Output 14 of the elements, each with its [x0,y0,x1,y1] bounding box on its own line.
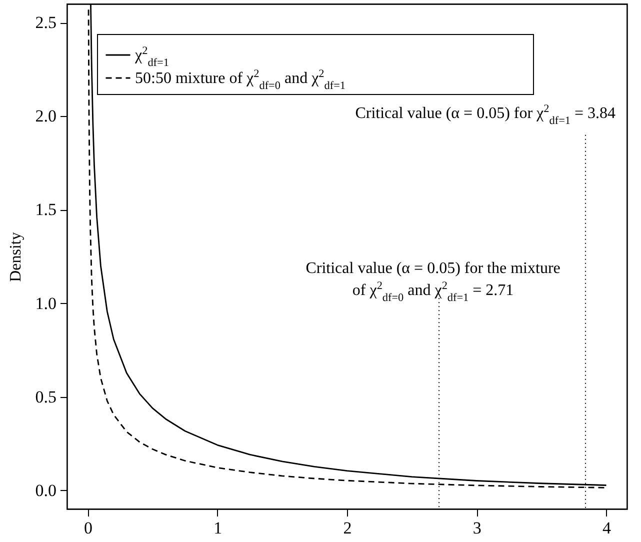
y-tick-label: 2.5 [35,13,56,32]
x-tick-label: 4 [602,518,612,538]
x-tick-label: 1 [214,518,222,538]
y-tick-label: 0.0 [35,480,56,500]
y-tick-label: 1.5 [35,200,56,220]
annotation: Critical value (α = 0.05) for χ$^{2}$$_{df=1}$ = 3.84 [355,102,616,127]
y-tick-label: 0.5 [35,387,56,406]
x-tick-label: 2 [343,518,352,538]
y-tick-label: 1.0 [35,294,56,313]
x-tick-label: 0 [84,518,92,538]
y-tick-label: 2.0 [35,106,56,126]
annotation: Critical value (α = 0.05) for the mixture of χ$^{2}$$_{df=0}$ and χ$^{2}$$_{df=1}$ = 2.71 [306,260,560,304]
x-tick-label: 3 [472,518,482,538]
y-axis-title: Density [7,232,24,282]
